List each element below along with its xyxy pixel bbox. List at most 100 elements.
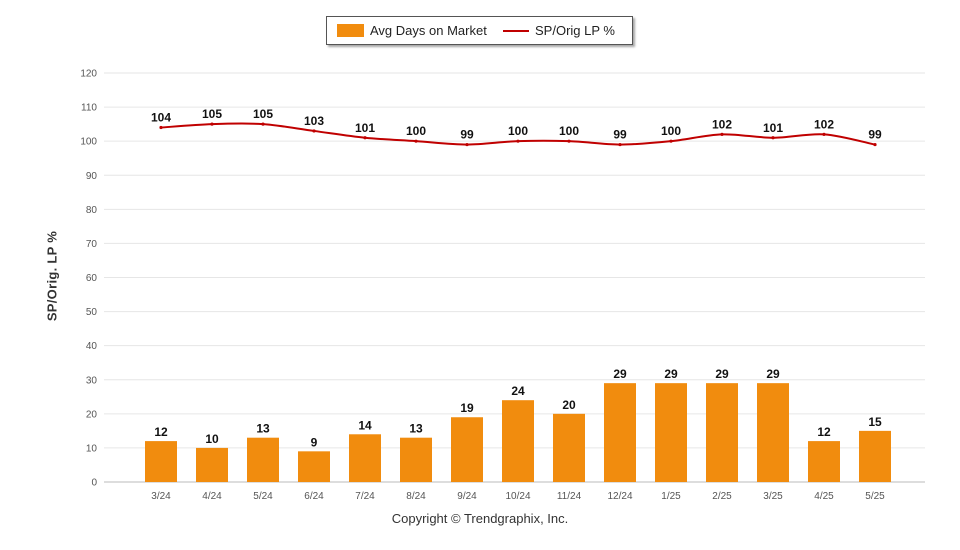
line-value-label: 103: [304, 114, 324, 128]
bar-value-label: 15: [868, 415, 882, 429]
bar-value-label: 29: [613, 367, 627, 381]
y-axis-title: SP/Orig. LP %: [44, 230, 60, 322]
line-point: [873, 142, 877, 147]
line-value-label: 104: [151, 111, 171, 125]
y-tick-label: 80: [86, 205, 98, 216]
line-value-label: 101: [763, 121, 783, 135]
bar-value-label: 12: [817, 425, 831, 439]
y-tick-label: 70: [86, 239, 98, 250]
gridlines: [104, 72, 925, 483]
line-value-label: 100: [661, 124, 681, 138]
legend-label-line: SP/Orig LP %: [535, 23, 615, 38]
legend-swatch-bar: [337, 24, 364, 37]
x-tick-label: 1/25: [661, 491, 681, 502]
bar: [553, 413, 585, 482]
bar: [706, 383, 738, 482]
line-series: [159, 122, 877, 147]
y-tick-label: 20: [86, 409, 98, 420]
bar: [400, 437, 432, 482]
x-tick-label: 6/24: [304, 491, 324, 502]
bar: [604, 383, 636, 482]
y-tick-label: 110: [81, 103, 97, 114]
y-tick-label: 0: [91, 478, 97, 489]
line-point: [669, 139, 673, 143]
line-point: [261, 122, 265, 126]
bar-value-label: 20: [562, 398, 576, 412]
x-tick-label: 8/24: [406, 491, 426, 502]
line-value-label: 99: [868, 128, 882, 142]
x-tick-label: 5/24: [253, 491, 273, 502]
bar: [247, 437, 279, 482]
bar-value-label: 24: [511, 384, 525, 398]
y-tick-label: 100: [80, 137, 97, 148]
bar-value-label: 9: [311, 435, 318, 449]
line-value-label: 105: [253, 107, 273, 121]
line-point: [465, 142, 469, 147]
line-point: [516, 139, 520, 143]
bar: [502, 400, 534, 482]
legend-swatch-line: [503, 29, 529, 32]
line-value-label: 102: [814, 117, 834, 131]
y-tick-label: 30: [86, 375, 98, 386]
line-point: [312, 129, 316, 133]
bar: [145, 441, 177, 482]
legend-item-bars: Avg Days on Market: [337, 17, 487, 44]
legend-item-line: SP/Orig LP %: [503, 17, 615, 44]
bar-value-label: 19: [460, 401, 474, 415]
x-tick-label: 9/24: [457, 491, 477, 502]
bar-value-label: 29: [664, 367, 678, 381]
line-point: [210, 122, 214, 126]
bar: [859, 430, 891, 482]
y-tick-label: 10: [86, 443, 98, 454]
copyright-text: Copyright © Trendgraphix, Inc.: [391, 511, 569, 526]
line-value-label: 102: [712, 117, 732, 131]
y-tick-label: 90: [86, 171, 98, 182]
bar-value-label: 29: [766, 367, 780, 381]
x-tick-label: 3/25: [763, 491, 783, 502]
legend-label-bars: Avg Days on Market: [370, 23, 487, 38]
y-tick-label: 60: [86, 273, 98, 284]
line-value-label: 105: [202, 107, 222, 121]
bar: [451, 417, 483, 482]
line-point: [159, 125, 163, 130]
x-tick-label: 3/24: [151, 491, 171, 502]
line-value-label: 100: [559, 124, 579, 138]
bar: [757, 383, 789, 482]
bar-value-label: 14: [358, 418, 372, 432]
line-point: [567, 139, 571, 143]
bar: [655, 383, 687, 482]
line-value-label: 99: [460, 128, 474, 142]
x-tick-label: 7/24: [355, 491, 375, 502]
line-value-label: 99: [613, 128, 627, 142]
bar-value-label: 29: [715, 367, 729, 381]
y-tick-label: 120: [80, 69, 97, 80]
bar: [196, 447, 228, 482]
x-tick-label: 2/25: [712, 491, 732, 502]
bar-value-label: 13: [409, 422, 423, 436]
data-labels: 12 10 13 9 14 13 19 24 20 29 29 29 29 12 15 104 105 105 10…: [151, 107, 882, 449]
x-tick-label: 12/24: [607, 491, 632, 502]
x-tick-label: 5/25: [865, 491, 885, 502]
chart-legend: Avg Days on Market SP/Orig LP %: [326, 16, 633, 45]
x-tick-label: 4/25: [814, 491, 834, 502]
bar: [349, 434, 381, 482]
bar-value-label: 12: [154, 425, 168, 439]
line-point: [363, 136, 367, 140]
line-point: [618, 142, 622, 147]
x-tick-label: 11/24: [557, 491, 582, 502]
bar: [808, 441, 840, 482]
y-tick-label: 50: [86, 307, 98, 318]
bar-value-label: 13: [256, 422, 270, 436]
bar: [298, 451, 330, 482]
x-tick-label: 4/24: [202, 491, 222, 502]
line-value-label: 101: [355, 121, 375, 135]
y-tick-label: 40: [86, 341, 98, 352]
line-point: [771, 136, 775, 140]
line-point: [720, 132, 724, 136]
line-value-label: 100: [508, 124, 528, 138]
line-point: [414, 139, 418, 143]
line-point: [822, 132, 826, 136]
bar-series: [145, 383, 891, 482]
bar-value-label: 10: [205, 432, 219, 446]
